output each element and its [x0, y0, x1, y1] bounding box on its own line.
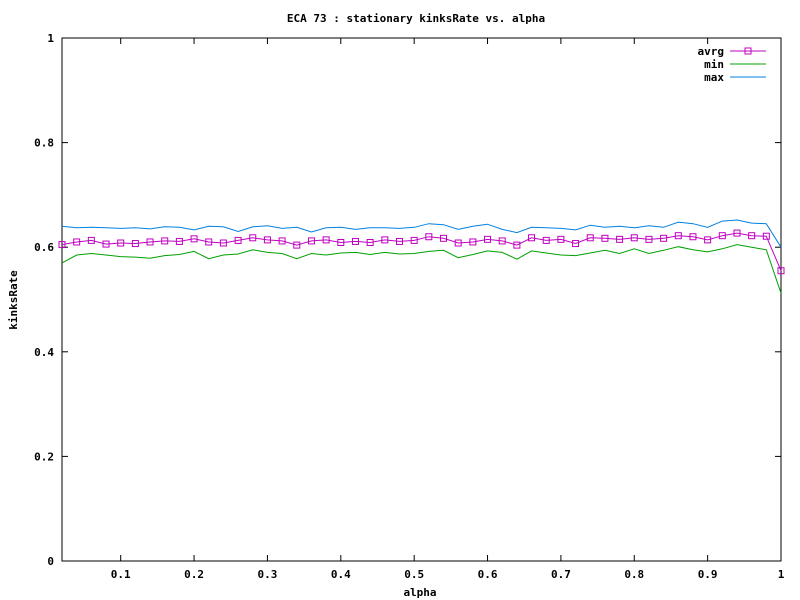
- y-tick-label: 0.8: [34, 137, 54, 150]
- legend-label-min: min: [704, 58, 724, 71]
- y-tick-label: 0.4: [34, 346, 54, 359]
- data-point-avrg: [307, 237, 315, 245]
- data-point-avrg: [249, 234, 257, 242]
- x-tick-label: 1: [778, 568, 785, 581]
- data-point-avrg: [630, 234, 638, 242]
- axis-ticks: 0.1 0.2 0.3 0.4 0.5 0.6 0.7 0.8 0.9 1 0 0.2 0.4 0.6 0.…: [34, 32, 785, 581]
- data-point-avrg: [542, 236, 550, 244]
- data-point-avrg: [528, 234, 536, 242]
- x-axis-label: alpha: [403, 586, 436, 599]
- x-tick-label: 0.3: [257, 568, 277, 581]
- data-point-avrg: [616, 235, 624, 243]
- data-point-avrg: [777, 267, 785, 275]
- data-point-avrg: [161, 237, 169, 245]
- data-point-avrg: [557, 235, 565, 243]
- series-line-avrg: [61, 232, 782, 271]
- data-point-avrg: [513, 241, 521, 249]
- data-point-avrg: [102, 240, 110, 248]
- data-point-avrg: [425, 233, 433, 241]
- data-point-avrg: [498, 237, 506, 245]
- data-point-avrg: [87, 236, 95, 244]
- plot-frame: [61, 37, 782, 562]
- data-point-avrg: [660, 234, 668, 242]
- x-tick-label: 0.8: [624, 568, 644, 581]
- data-point-avrg: [586, 234, 594, 242]
- data-point-avrg: [190, 235, 198, 243]
- data-point-avrg: [234, 236, 242, 244]
- data-point-avrg: [175, 237, 183, 245]
- series-layer: [58, 219, 785, 294]
- x-tick-label: 0.1: [111, 568, 131, 581]
- data-point-avrg: [73, 238, 81, 246]
- data-point-avrg: [131, 240, 139, 248]
- data-point-avrg: [733, 229, 741, 237]
- data-point-avrg: [748, 232, 756, 240]
- data-point-avrg: [58, 241, 66, 249]
- data-point-avrg: [718, 232, 726, 240]
- data-point-avrg: [704, 236, 712, 244]
- data-point-avrg: [601, 234, 609, 242]
- y-tick-label: 0.6: [34, 241, 54, 254]
- x-tick-label: 0.7: [551, 568, 571, 581]
- data-point-avrg: [146, 238, 154, 246]
- x-tick-label: 0.2: [184, 568, 204, 581]
- series-line-max: [61, 219, 782, 248]
- data-point-avrg: [440, 234, 448, 242]
- data-point-avrg: [572, 240, 580, 248]
- legend-marker-avrg: [744, 47, 752, 55]
- x-tick-label: 0.9: [698, 568, 718, 581]
- data-point-avrg: [689, 233, 697, 241]
- data-point-avrg: [219, 239, 227, 247]
- data-point-avrg: [366, 238, 374, 246]
- chart-title: ECA 73 : stationary kinksRate vs. alpha: [287, 12, 545, 25]
- data-point-avrg: [410, 236, 418, 244]
- data-point-avrg: [484, 235, 492, 243]
- x-tick-label: 0.4: [331, 568, 351, 581]
- data-point-avrg: [454, 239, 462, 247]
- series-line-min: [61, 244, 782, 294]
- y-tick-label: 0: [47, 555, 54, 568]
- data-point-avrg: [337, 238, 345, 246]
- data-point-avrg: [293, 241, 301, 249]
- y-tick-label: 0.2: [34, 450, 54, 463]
- data-point-avrg: [469, 238, 477, 246]
- x-tick-label: 0.6: [478, 568, 498, 581]
- data-point-avrg: [674, 232, 682, 240]
- data-point-avrg: [117, 239, 125, 247]
- data-point-avrg: [263, 236, 271, 244]
- legend-label-avrg: avrg: [698, 45, 725, 58]
- data-point-avrg: [205, 238, 213, 246]
- data-point-avrg: [381, 236, 389, 244]
- data-point-avrg: [395, 237, 403, 245]
- data-point-avrg: [322, 236, 330, 244]
- data-point-avrg: [351, 237, 359, 245]
- legend-label-max: max: [704, 71, 724, 84]
- y-axis-label: kinksRate: [7, 270, 20, 330]
- data-point-avrg: [278, 237, 286, 245]
- data-point-avrg: [645, 235, 653, 243]
- x-tick-label: 0.5: [404, 568, 424, 581]
- y-tick-label: 1: [47, 32, 54, 45]
- data-point-avrg: [762, 232, 770, 240]
